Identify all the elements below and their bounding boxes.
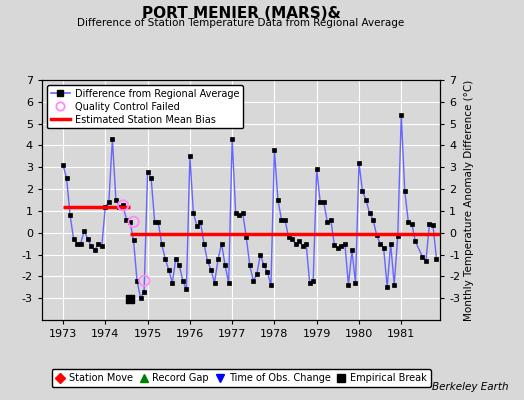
Text: Berkeley Earth: Berkeley Earth bbox=[432, 382, 508, 392]
Legend: Station Move, Record Gap, Time of Obs. Change, Empirical Break: Station Move, Record Gap, Time of Obs. C… bbox=[51, 369, 431, 387]
Point bbox=[126, 296, 134, 302]
Text: PORT MENIER (MARS)&: PORT MENIER (MARS)& bbox=[141, 6, 341, 21]
Point bbox=[140, 278, 148, 284]
Point bbox=[119, 202, 127, 209]
Text: Difference of Station Temperature Data from Regional Average: Difference of Station Temperature Data f… bbox=[78, 18, 405, 28]
Y-axis label: Monthly Temperature Anomaly Difference (°C): Monthly Temperature Anomaly Difference (… bbox=[464, 79, 474, 321]
Point bbox=[129, 219, 138, 225]
